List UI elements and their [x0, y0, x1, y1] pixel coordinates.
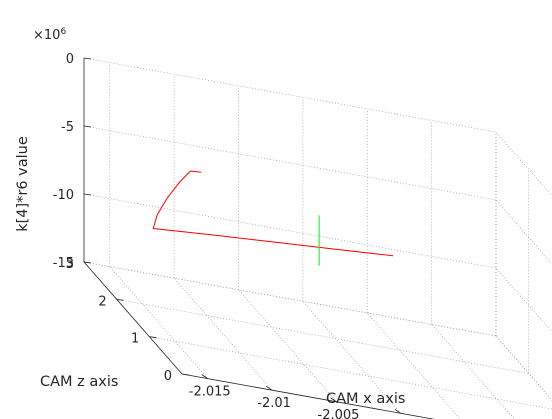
grid-layer — [83, 57, 552, 419]
x-tick-label: -2.005 — [318, 408, 360, 419]
y-tick-mark — [149, 336, 157, 339]
grid-line — [83, 57, 497, 133]
y-axis-label: CAM z axis — [40, 374, 118, 390]
y-tick-mark — [181, 373, 190, 376]
x-axis-label: CAM x axis — [326, 391, 405, 407]
y-tick-label: 1 — [131, 332, 139, 347]
z-tick-label: 0 — [66, 52, 74, 67]
x-tick-label: -2.01 — [257, 396, 291, 411]
grid-line — [495, 267, 552, 333]
series-line-0 — [152, 170, 394, 257]
grid-line — [149, 336, 552, 410]
x-tick-mark — [201, 374, 208, 379]
grid-line — [431, 324, 515, 419]
y-axis-line — [83, 261, 183, 375]
grid-line — [173, 277, 273, 391]
grid-line — [302, 301, 402, 414]
grid-line — [495, 199, 552, 265]
grid-line — [83, 193, 497, 269]
z-tick-mark — [83, 57, 92, 60]
z-exponent-label: ×106 — [33, 27, 66, 43]
z-tick-mark — [83, 261, 92, 264]
x-tick-label: -2.015 — [189, 385, 231, 400]
z-axis-label: k[4]*r6 value — [15, 136, 31, 232]
y-tick-labels: 0 1 2 3 — [66, 257, 172, 384]
y-tick-mark — [116, 298, 124, 301]
grid-line — [366, 312, 461, 419]
x-tick-labels: -2.015-2.01-2.005-2-1.995-1.99-1.985 — [189, 385, 360, 419]
grid-line — [495, 335, 552, 401]
x-tick-mark — [394, 408, 402, 414]
y-tick-label: 3 — [66, 257, 74, 272]
x-axis-line — [181, 373, 435, 419]
z-tick-label: -5 — [61, 120, 74, 135]
z-exponent-power: 6 — [60, 27, 66, 37]
grid-line — [495, 335, 552, 401]
z-tick-label: -15 — [53, 256, 74, 271]
x-tick-mark — [265, 385, 273, 391]
grid-line — [109, 266, 209, 379]
grid-line — [116, 298, 529, 374]
z-tick-label: -10 — [53, 188, 74, 203]
z-tick-mark — [83, 125, 92, 128]
z-tick-labels: 0 -5 -10 -15 — [53, 52, 74, 271]
x-tick-mark — [330, 397, 337, 403]
grid-line — [83, 261, 497, 337]
axes-box — [83, 57, 435, 419]
grid-line — [83, 261, 497, 337]
grid-line — [83, 125, 497, 201]
y-tick-label: 2 — [98, 294, 106, 309]
z-tick-mark — [83, 193, 92, 196]
y-tick-label: 0 — [164, 369, 172, 384]
grid-line — [495, 131, 552, 197]
grid-line — [238, 289, 337, 402]
series-layer — [152, 170, 394, 266]
